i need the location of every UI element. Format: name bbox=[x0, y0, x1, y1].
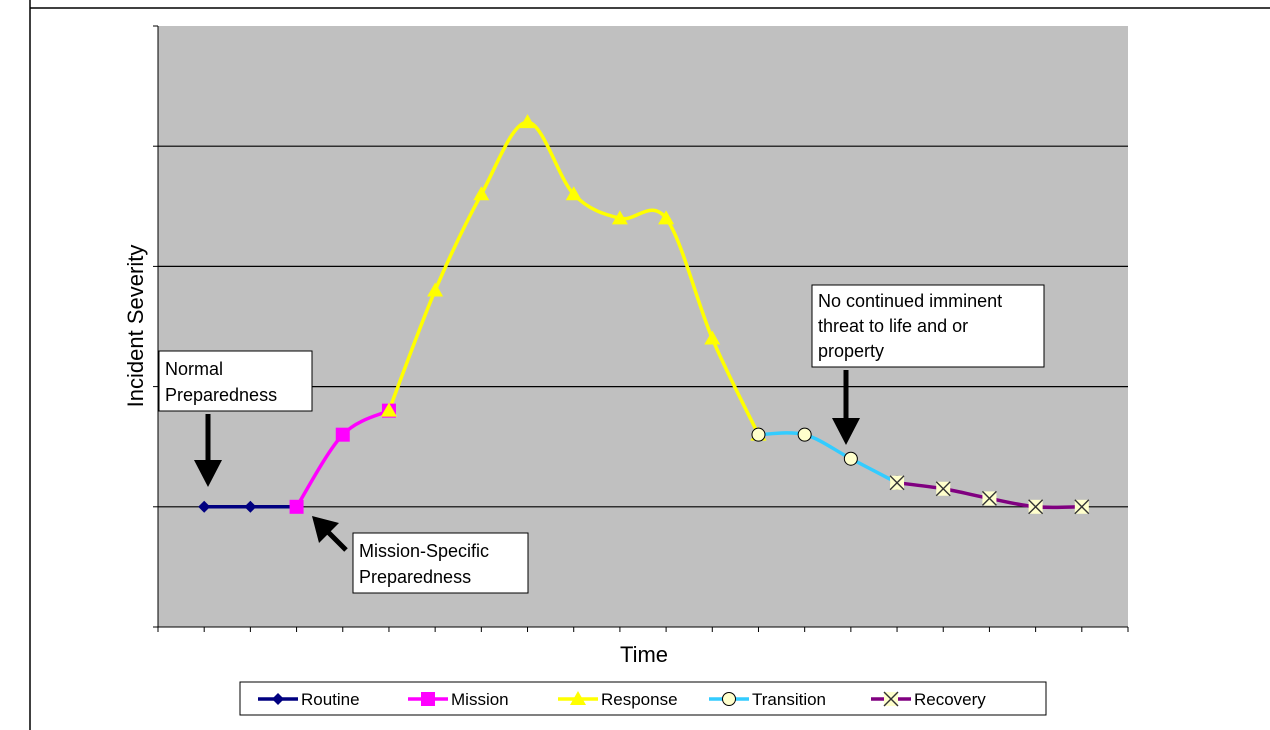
legend-label: Response bbox=[601, 690, 678, 709]
arrow-up-left-icon bbox=[312, 516, 348, 552]
annotation-line: No continued imminent bbox=[818, 291, 1002, 311]
legend-item-response: Response bbox=[558, 690, 678, 709]
annotation-line: Mission-Specific bbox=[359, 541, 489, 561]
data-point-response bbox=[704, 330, 721, 345]
x-axis-title: Time bbox=[620, 642, 668, 667]
gridlines bbox=[158, 145, 1128, 508]
y-axis-title: Incident Severity bbox=[123, 245, 148, 408]
arrow-down-icon bbox=[194, 414, 222, 487]
series-line-transition bbox=[758, 431, 898, 485]
data-point-transition bbox=[797, 427, 812, 442]
data-point-response bbox=[427, 282, 444, 297]
legend-marker bbox=[883, 691, 899, 707]
legend-label: Mission bbox=[451, 690, 509, 709]
data-point-response bbox=[380, 402, 397, 417]
annotation-no-continued-threat: No continued imminent threat to life and… bbox=[811, 284, 1045, 445]
annotation-line: Preparedness bbox=[165, 385, 277, 405]
data-point-recovery bbox=[981, 490, 997, 506]
legend-item-recovery: Recovery bbox=[871, 690, 986, 709]
legend-label: Recovery bbox=[914, 690, 986, 709]
data-point-recovery bbox=[889, 475, 905, 491]
data-point-response bbox=[611, 210, 628, 225]
data-point-response bbox=[473, 186, 490, 201]
legend-item-transition: Transition bbox=[709, 690, 826, 709]
annotation-line: threat to life and or bbox=[818, 316, 968, 336]
legend-item-routine: Routine bbox=[258, 690, 360, 709]
series-markers bbox=[198, 114, 1090, 515]
annotation-line: Preparedness bbox=[359, 567, 471, 587]
annotation-normal-preparedness: Normal Preparedness bbox=[158, 350, 313, 487]
data-point-transition bbox=[751, 427, 766, 442]
data-point-transition bbox=[843, 451, 858, 466]
legend: Routine Mission Response Transition Recovery bbox=[239, 681, 1047, 716]
data-point-recovery bbox=[1074, 499, 1090, 515]
annotation-line: property bbox=[818, 341, 884, 361]
data-point-routine bbox=[198, 500, 211, 513]
axis-ticks bbox=[153, 25, 1129, 632]
legend-marker bbox=[272, 693, 284, 705]
data-point-routine bbox=[244, 500, 257, 513]
data-point-mission bbox=[335, 427, 350, 442]
legend-label: Transition bbox=[752, 690, 826, 709]
annotation-mission-specific-preparedness: Mission-Specific Preparedness bbox=[312, 516, 529, 594]
annotation-box bbox=[158, 350, 313, 412]
data-point-response bbox=[519, 114, 536, 129]
legend-item-mission: Mission bbox=[408, 690, 509, 709]
data-point-recovery bbox=[935, 481, 951, 497]
annotation-box bbox=[811, 284, 1045, 368]
legend-marker bbox=[570, 691, 586, 705]
data-point-recovery bbox=[1028, 499, 1044, 515]
legend-box bbox=[239, 681, 1047, 716]
data-point-mission bbox=[289, 499, 304, 514]
legend-marker bbox=[421, 692, 435, 706]
annotation-line: Normal bbox=[165, 359, 223, 379]
arrow-down-icon bbox=[832, 370, 860, 445]
legend-marker bbox=[722, 692, 736, 706]
data-point-response bbox=[658, 210, 675, 225]
annotation-box bbox=[352, 532, 529, 594]
legend-label: Routine bbox=[301, 690, 360, 709]
data-point-response bbox=[565, 186, 582, 201]
